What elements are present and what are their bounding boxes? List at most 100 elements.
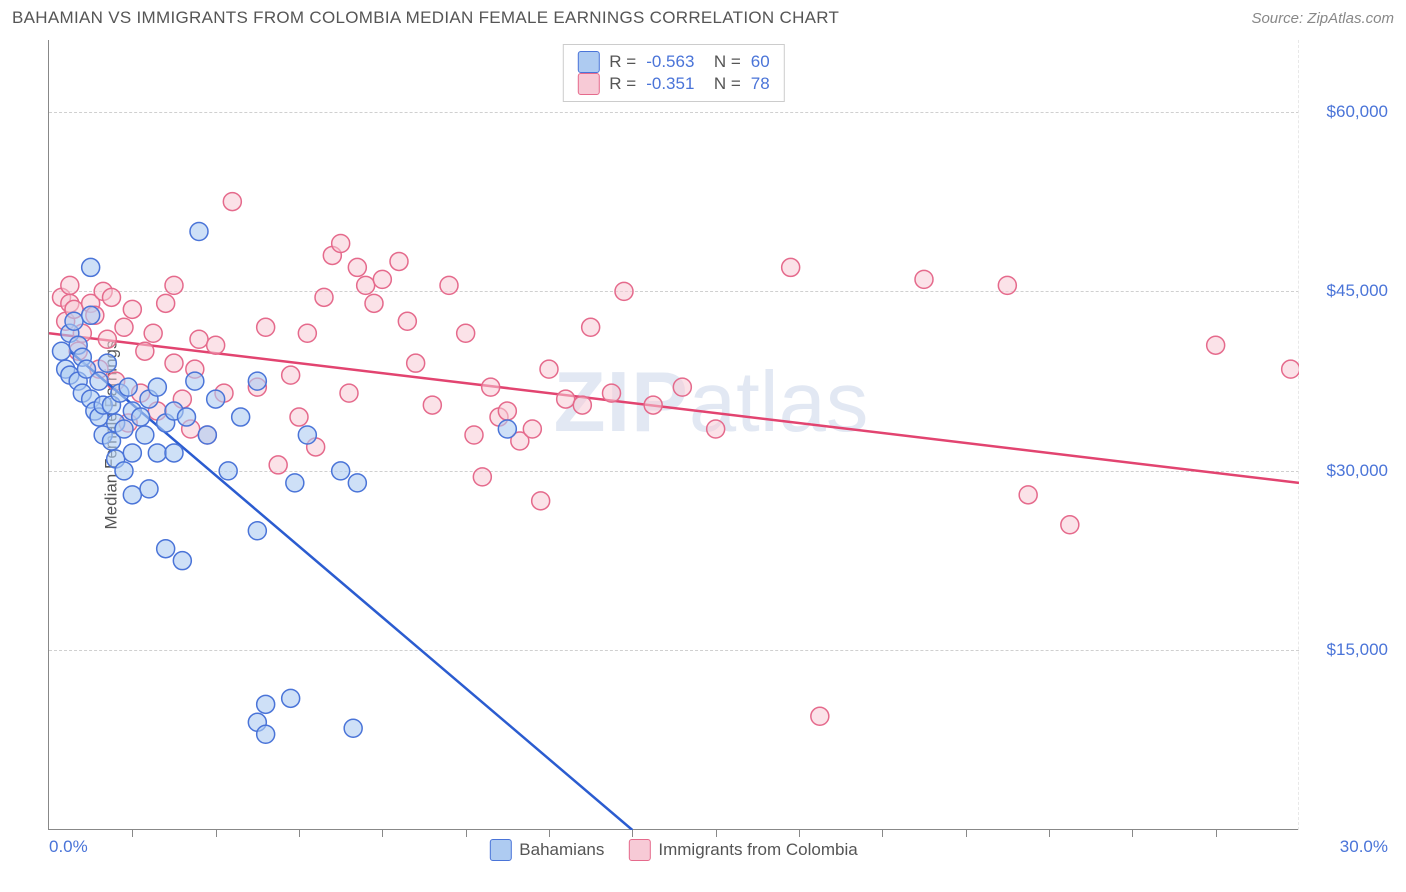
data-point xyxy=(86,306,104,324)
data-point xyxy=(215,384,233,402)
data-point xyxy=(198,426,216,444)
data-point xyxy=(344,719,362,737)
data-point xyxy=(365,294,383,312)
series-legend: Bahamians Immigrants from Colombia xyxy=(489,839,857,861)
data-point xyxy=(148,444,166,462)
gridline-h xyxy=(49,291,1299,292)
data-point xyxy=(140,390,158,408)
data-point xyxy=(582,318,600,336)
data-point xyxy=(144,324,162,342)
plot-svg xyxy=(49,40,1299,830)
x-tick-label: 0.0% xyxy=(49,837,88,857)
y-tick-label: $30,000 xyxy=(1308,461,1388,481)
data-point xyxy=(123,486,141,504)
data-point xyxy=(65,300,83,318)
data-point xyxy=(1019,486,1037,504)
legend-r-label: R = xyxy=(609,74,636,94)
data-point xyxy=(532,492,550,510)
data-point xyxy=(73,324,91,342)
legend-series-label: Immigrants from Colombia xyxy=(658,840,857,860)
data-point xyxy=(82,258,100,276)
data-point xyxy=(186,372,204,390)
correlation-legend: R = -0.563 N = 60R = -0.351 N = 78 xyxy=(562,44,784,102)
data-point xyxy=(136,342,154,360)
plot-area: ZIPatlas R = -0.563 N = 60R = -0.351 N =… xyxy=(48,40,1298,830)
data-point xyxy=(82,306,100,324)
legend-series-item: Bahamians xyxy=(489,839,604,861)
data-point xyxy=(157,294,175,312)
data-point xyxy=(73,384,91,402)
data-point xyxy=(173,390,191,408)
x-tick-minor xyxy=(549,829,550,837)
x-tick-minor xyxy=(966,829,967,837)
data-point xyxy=(248,378,266,396)
data-point xyxy=(165,354,183,372)
data-point xyxy=(603,384,621,402)
data-point xyxy=(182,420,200,438)
legend-swatch xyxy=(577,73,599,95)
x-tick-minor xyxy=(1216,829,1217,837)
data-point xyxy=(282,689,300,707)
data-point xyxy=(457,324,475,342)
legend-series-label: Bahamians xyxy=(519,840,604,860)
data-point xyxy=(523,420,541,438)
legend-n-label: N = xyxy=(704,52,740,72)
x-tick-minor xyxy=(716,829,717,837)
x-tick-minor xyxy=(1049,829,1050,837)
data-point xyxy=(573,396,591,414)
legend-series-item: Immigrants from Colombia xyxy=(628,839,857,861)
x-tick-minor xyxy=(466,829,467,837)
data-point xyxy=(69,336,87,354)
x-tick-minor xyxy=(299,829,300,837)
data-point xyxy=(407,354,425,372)
data-point xyxy=(78,360,96,378)
gridline-v xyxy=(1298,40,1299,830)
legend-r-label: R = xyxy=(609,52,636,72)
data-point xyxy=(132,408,150,426)
legend-r-value: -0.351 xyxy=(646,74,694,94)
data-point xyxy=(123,402,141,420)
watermark: ZIPatlas xyxy=(554,354,869,452)
data-point xyxy=(57,312,75,330)
legend-correlation-row: R = -0.351 N = 78 xyxy=(577,73,769,95)
data-point xyxy=(540,360,558,378)
data-point xyxy=(257,725,275,743)
data-point xyxy=(157,414,175,432)
data-point xyxy=(165,444,183,462)
data-point xyxy=(119,378,137,396)
data-point xyxy=(190,223,208,241)
data-point xyxy=(248,522,266,540)
data-point xyxy=(498,420,516,438)
y-tick-label: $45,000 xyxy=(1308,281,1388,301)
data-point xyxy=(286,474,304,492)
data-point xyxy=(1207,336,1225,354)
data-point xyxy=(307,438,325,456)
x-tick-minor xyxy=(632,829,633,837)
x-tick-minor xyxy=(382,829,383,837)
data-point xyxy=(348,474,366,492)
chart-container: ZIPatlas R = -0.563 N = 60R = -0.351 N =… xyxy=(48,40,1394,830)
data-point xyxy=(298,324,316,342)
legend-n-value: 78 xyxy=(751,74,770,94)
legend-n-label: N = xyxy=(704,74,740,94)
data-point xyxy=(298,426,316,444)
data-point xyxy=(257,318,275,336)
data-point xyxy=(73,348,91,366)
data-point xyxy=(136,426,154,444)
data-point xyxy=(511,432,529,450)
data-point xyxy=(198,426,216,444)
data-point xyxy=(82,294,100,312)
data-point xyxy=(782,258,800,276)
x-tick-minor xyxy=(882,829,883,837)
data-point xyxy=(148,378,166,396)
y-tick-label: $15,000 xyxy=(1308,640,1388,660)
data-point xyxy=(157,540,175,558)
data-point xyxy=(69,372,87,390)
x-tick-minor xyxy=(799,829,800,837)
data-point xyxy=(186,360,204,378)
legend-swatch xyxy=(577,51,599,73)
gridline-h xyxy=(49,112,1299,113)
data-point xyxy=(465,426,483,444)
data-point xyxy=(82,390,100,408)
data-point xyxy=(173,552,191,570)
